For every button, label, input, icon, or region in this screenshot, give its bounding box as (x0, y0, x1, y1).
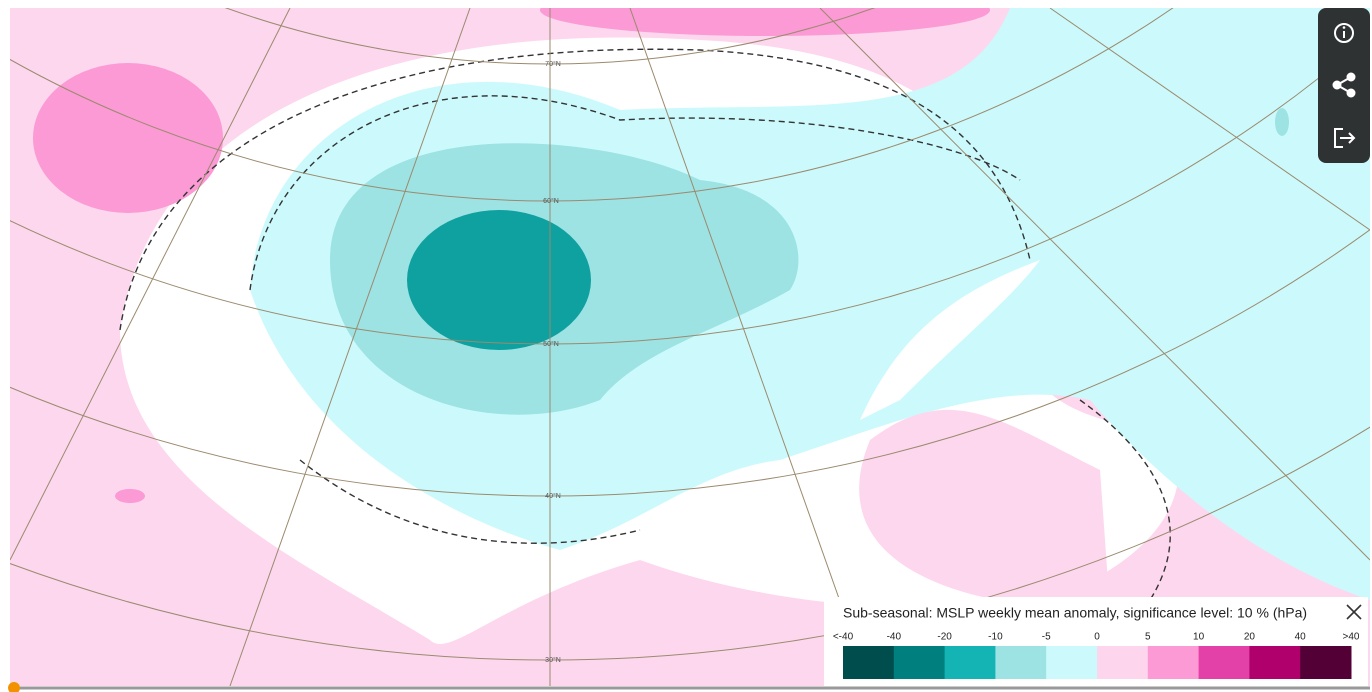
export-button[interactable] (1334, 128, 1356, 148)
toolbar (1318, 8, 1370, 163)
legend-label: 0 (1094, 632, 1100, 643)
legend-label: -20 (937, 632, 952, 643)
legend-label: -5 (1042, 632, 1051, 643)
latitude-label: 70°N (545, 60, 561, 68)
legend: Sub-seasonal: MSLP weekly mean anomaly, … (824, 597, 1368, 686)
legend-swatch (1046, 646, 1098, 679)
share-button[interactable] (1332, 72, 1356, 98)
legend-swatch (1300, 646, 1352, 679)
timeline-handle[interactable] (8, 682, 20, 692)
legend-label: >40 (1343, 632, 1360, 643)
legend-label: -10 (988, 632, 1003, 643)
legend-label: -40 (887, 632, 902, 643)
legend-swatch (893, 646, 946, 679)
latitude-label: 40°N (545, 492, 561, 500)
legend-label: 5 (1145, 632, 1151, 643)
close-button[interactable] (1346, 604, 1362, 620)
legend-swatch (995, 646, 1047, 679)
legend-swatch (1147, 646, 1200, 679)
legend-label: 10 (1193, 632, 1205, 643)
legend-swatch (944, 646, 996, 679)
latitude-label: 60°N (543, 197, 559, 205)
legend-label: 40 (1295, 632, 1307, 643)
legend-label: 20 (1244, 632, 1256, 643)
latitude-label: 30°N (545, 656, 561, 664)
legend-swatch (843, 646, 895, 679)
latitude-label: 50°N (543, 340, 559, 348)
legend-title: Sub-seasonal: MSLP weekly mean anomaly, … (843, 605, 1307, 621)
info-button[interactable] (1334, 23, 1354, 43)
legend-label: <-40 (833, 632, 854, 643)
legend-swatch (1249, 646, 1301, 679)
legend-swatch (1198, 646, 1250, 679)
legend-swatch (1097, 646, 1149, 679)
